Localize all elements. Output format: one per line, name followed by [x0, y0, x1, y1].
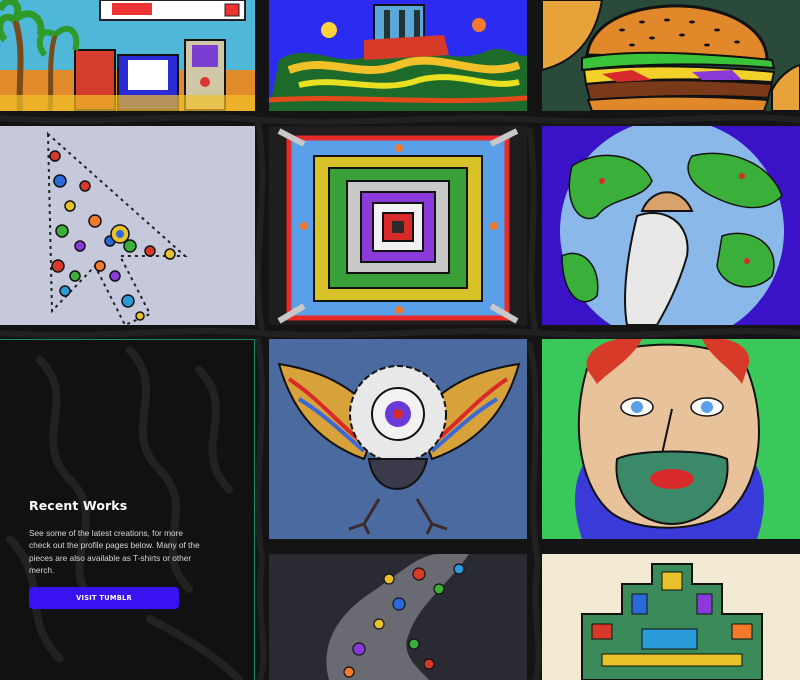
recent-works-description: See some of the latest creations, for mo… [29, 528, 200, 575]
artwork-blue-scene-image [269, 0, 527, 111]
artwork-mandala-square-image [269, 126, 527, 325]
gallery-tile-tower-blocks[interactable] [542, 554, 800, 680]
gallery-tile-burgers[interactable] [542, 0, 800, 111]
recent-works-panel: Recent Works See some of the latest crea… [0, 339, 255, 680]
artwork-dark-figure-image [269, 554, 527, 680]
recent-works-title: Recent Works [29, 498, 128, 513]
gallery-tile-dark-figure[interactable] [269, 554, 527, 680]
gallery-tile-retro-computer[interactable] [0, 0, 255, 111]
panel-swirl-pattern [5, 345, 244, 680]
artwork-portrait-face-image [542, 339, 800, 539]
artwork-retro-computer-image [0, 0, 255, 111]
artwork-eye-bird-image [269, 339, 527, 539]
artwork-burgers-image [542, 0, 800, 111]
gallery-tile-cursor-arrow[interactable] [0, 126, 255, 325]
gallery-tile-mandala-square[interactable] [269, 126, 527, 325]
gallery-tile-blue-scene[interactable] [269, 0, 527, 111]
artwork-cursor-arrow-image [0, 126, 255, 325]
gallery-tile-portrait-face[interactable] [542, 339, 800, 539]
artwork-earth-hand-image [542, 126, 800, 325]
visit-tumblr-button[interactable]: VISIT TUMBLR [29, 587, 179, 609]
gallery-tile-earth-hand[interactable] [542, 126, 800, 325]
artwork-tower-blocks-image [542, 554, 800, 680]
gallery-tile-eye-bird[interactable] [269, 339, 527, 539]
